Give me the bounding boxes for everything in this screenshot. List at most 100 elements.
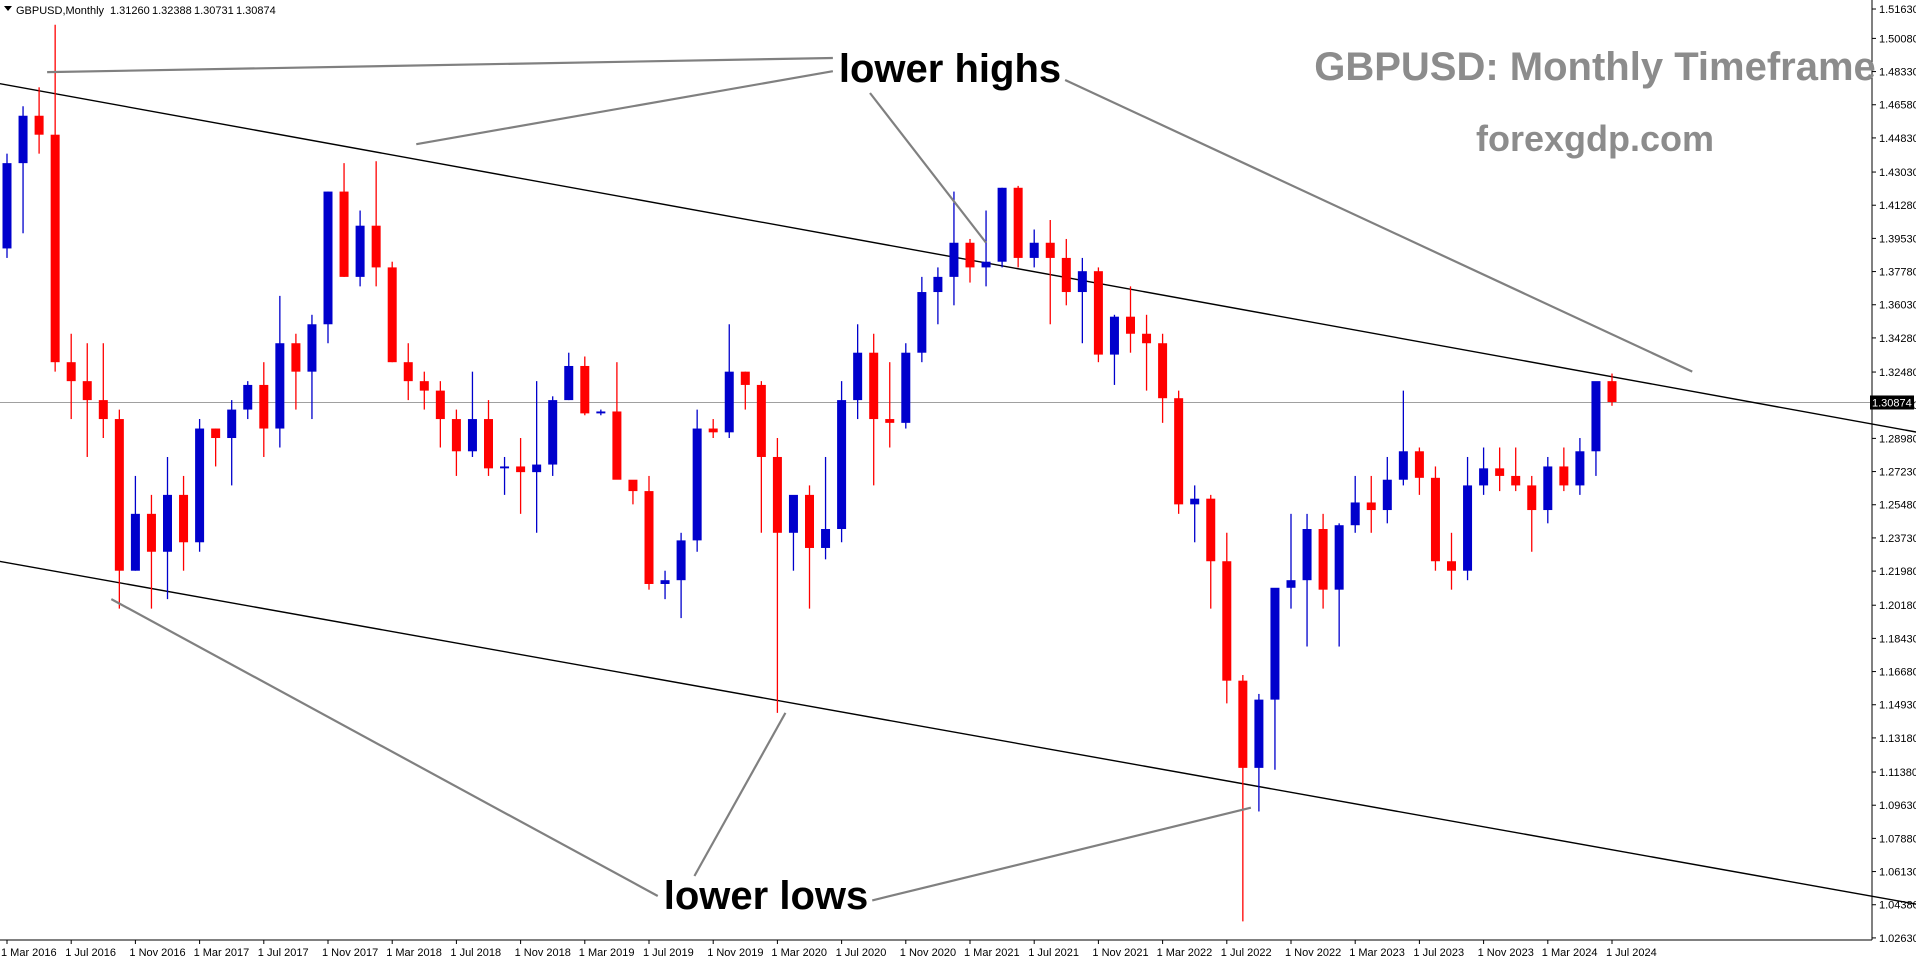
pointer-lower-lows (693, 712, 787, 877)
candle-body (34, 115, 44, 135)
candle-body (1270, 587, 1280, 700)
y-tick-label: 1.13180 (1879, 733, 1916, 745)
candle-body (2, 163, 12, 249)
y-tick-label: 1.37780 (1879, 267, 1916, 279)
candle-body (1045, 242, 1055, 258)
candle-body (548, 400, 558, 465)
candle-body (1543, 466, 1553, 511)
pointer-lower-highs (1064, 79, 1693, 373)
y-tick-label: 1.20180 (1879, 600, 1916, 612)
pointer-lower-lows (871, 806, 1252, 902)
candle-body (1575, 451, 1585, 486)
candle-body (339, 191, 349, 277)
candle-body (1414, 451, 1424, 478)
candle-body (676, 540, 686, 581)
candle-body (901, 352, 911, 423)
candle-body (1158, 343, 1168, 399)
candle-body (724, 371, 734, 433)
y-tick-label: 1.21980 (1879, 566, 1916, 578)
y-tick-label: 1.27230 (1879, 467, 1916, 479)
candle-body (1302, 529, 1312, 581)
annotation-lower-lows: lower lows (664, 874, 869, 918)
candle-body (211, 428, 221, 439)
candle-body (1222, 561, 1232, 681)
candle-body (965, 242, 975, 268)
y-tick-label: 1.39530 (1879, 233, 1916, 245)
candle-body (195, 428, 205, 543)
candle-body (692, 428, 702, 541)
candle-body (1206, 498, 1216, 562)
x-tick-label: 1 Mar 2017 (194, 947, 250, 959)
candle-body (805, 494, 814, 548)
y-tick-label: 1.11380 (1879, 767, 1916, 779)
y-tick-label: 1.06130 (1879, 867, 1916, 879)
chart-subtitle: forexgdp.com (1476, 118, 1714, 159)
x-tick-label: 1 Jul 2018 (450, 947, 501, 959)
y-tick-label: 1.07880 (1879, 833, 1916, 845)
candle-body (1350, 502, 1360, 526)
candle-body (50, 134, 60, 363)
candle-body (564, 365, 574, 401)
y-tick-label: 1.34280 (1879, 333, 1916, 345)
candle-body (484, 419, 493, 469)
pointer-lower-lows (110, 598, 659, 897)
candle-body (933, 276, 943, 293)
candle-body (243, 384, 253, 410)
candle-body (227, 409, 237, 439)
candle-body (917, 292, 927, 353)
candle-body (981, 261, 991, 268)
pointer-lower-highs (47, 56, 833, 74)
x-tick-label: 1 Jul 2023 (1413, 947, 1464, 959)
candle-body (628, 479, 638, 492)
candle-body (1174, 398, 1184, 505)
candle-body (1254, 699, 1264, 768)
x-tick-label: 1 Jul 2021 (1028, 947, 1079, 959)
candle-body (82, 381, 92, 401)
candle-body (885, 419, 895, 423)
candle-body (837, 400, 847, 530)
candle-body (740, 371, 750, 385)
annotation-lower-highs: lower highs (839, 47, 1061, 91)
candle-body (1495, 468, 1505, 476)
candle-body (130, 513, 140, 571)
candle-body (1142, 333, 1152, 344)
x-tick-label: 1 Jul 2016 (65, 947, 116, 959)
candle-body (323, 191, 333, 325)
current-price-label: 1.30874 (1872, 397, 1912, 409)
candle-body (1318, 529, 1328, 590)
candle-body (1286, 580, 1296, 588)
x-tick-label: 1 Mar 2024 (1542, 947, 1598, 959)
candle-body (66, 362, 76, 382)
y-tick-label: 1.41280 (1879, 200, 1916, 212)
x-tick-label: 1 Mar 2019 (579, 947, 635, 959)
candle-body (355, 225, 365, 277)
candle-body (1511, 475, 1521, 486)
candle-body (1077, 271, 1087, 293)
candle-body (949, 242, 959, 277)
x-tick-label: 1 Mar 2016 (1, 947, 57, 959)
y-tick-label: 1.28980 (1879, 433, 1916, 445)
x-tick-label: 1 Mar 2018 (386, 947, 442, 959)
candle-body (756, 384, 766, 457)
candle-body (451, 419, 461, 452)
candle-body (1398, 451, 1408, 480)
candle-body (644, 491, 654, 584)
x-tick-label: 1 Jul 2019 (643, 947, 694, 959)
candle-body (275, 343, 285, 429)
candle-body (1109, 316, 1119, 355)
current-price-box (1870, 395, 1914, 410)
candle-body (1591, 381, 1601, 452)
chart-title: GBPUSD: Monthly Timeframe (1314, 45, 1876, 89)
candle-body (419, 381, 429, 391)
symbol-dropdown-icon[interactable] (4, 6, 12, 11)
x-tick-label: 1 Jul 2022 (1221, 947, 1272, 959)
header-high: 1.32388 (152, 5, 192, 17)
candle-body (387, 267, 397, 363)
candle-body (1527, 485, 1537, 511)
candle-body (146, 513, 156, 552)
candle-body (708, 428, 718, 433)
x-tick-label: 1 Mar 2020 (771, 947, 827, 959)
candle-body (853, 352, 863, 401)
y-tick-label: 1.02630 (1879, 933, 1916, 945)
